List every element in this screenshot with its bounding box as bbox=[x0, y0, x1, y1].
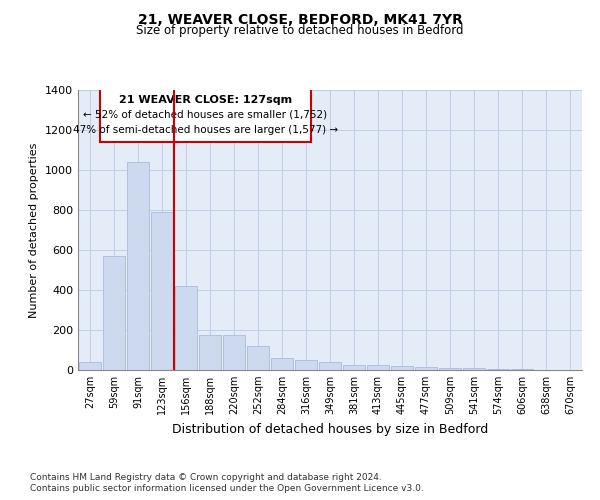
Bar bbox=[247, 346, 269, 370]
Text: ← 52% of detached houses are smaller (1,752): ← 52% of detached houses are smaller (1,… bbox=[83, 110, 327, 120]
Bar bbox=[175, 286, 197, 370]
Text: Contains public sector information licensed under the Open Government Licence v3: Contains public sector information licen… bbox=[30, 484, 424, 493]
Bar bbox=[391, 366, 413, 370]
Bar bbox=[463, 368, 485, 370]
Bar bbox=[439, 368, 461, 370]
Text: 21, WEAVER CLOSE, BEDFORD, MK41 7YR: 21, WEAVER CLOSE, BEDFORD, MK41 7YR bbox=[137, 12, 463, 26]
Bar bbox=[223, 335, 245, 370]
Text: 47% of semi-detached houses are larger (1,577) →: 47% of semi-detached houses are larger (… bbox=[73, 125, 338, 135]
FancyBboxPatch shape bbox=[100, 88, 311, 142]
X-axis label: Distribution of detached houses by size in Bedford: Distribution of detached houses by size … bbox=[172, 422, 488, 436]
Text: 21 WEAVER CLOSE: 127sqm: 21 WEAVER CLOSE: 127sqm bbox=[119, 95, 292, 105]
Bar bbox=[79, 362, 101, 370]
Bar bbox=[295, 360, 317, 370]
Bar bbox=[415, 367, 437, 370]
Bar bbox=[271, 358, 293, 370]
Bar bbox=[127, 162, 149, 370]
Bar bbox=[367, 365, 389, 370]
Bar bbox=[319, 362, 341, 370]
Bar bbox=[487, 369, 509, 370]
Bar bbox=[343, 365, 365, 370]
Bar bbox=[103, 256, 125, 370]
Text: Contains HM Land Registry data © Crown copyright and database right 2024.: Contains HM Land Registry data © Crown c… bbox=[30, 472, 382, 482]
Bar bbox=[199, 335, 221, 370]
Text: Size of property relative to detached houses in Bedford: Size of property relative to detached ho… bbox=[136, 24, 464, 37]
Y-axis label: Number of detached properties: Number of detached properties bbox=[29, 142, 40, 318]
Bar bbox=[151, 212, 173, 370]
